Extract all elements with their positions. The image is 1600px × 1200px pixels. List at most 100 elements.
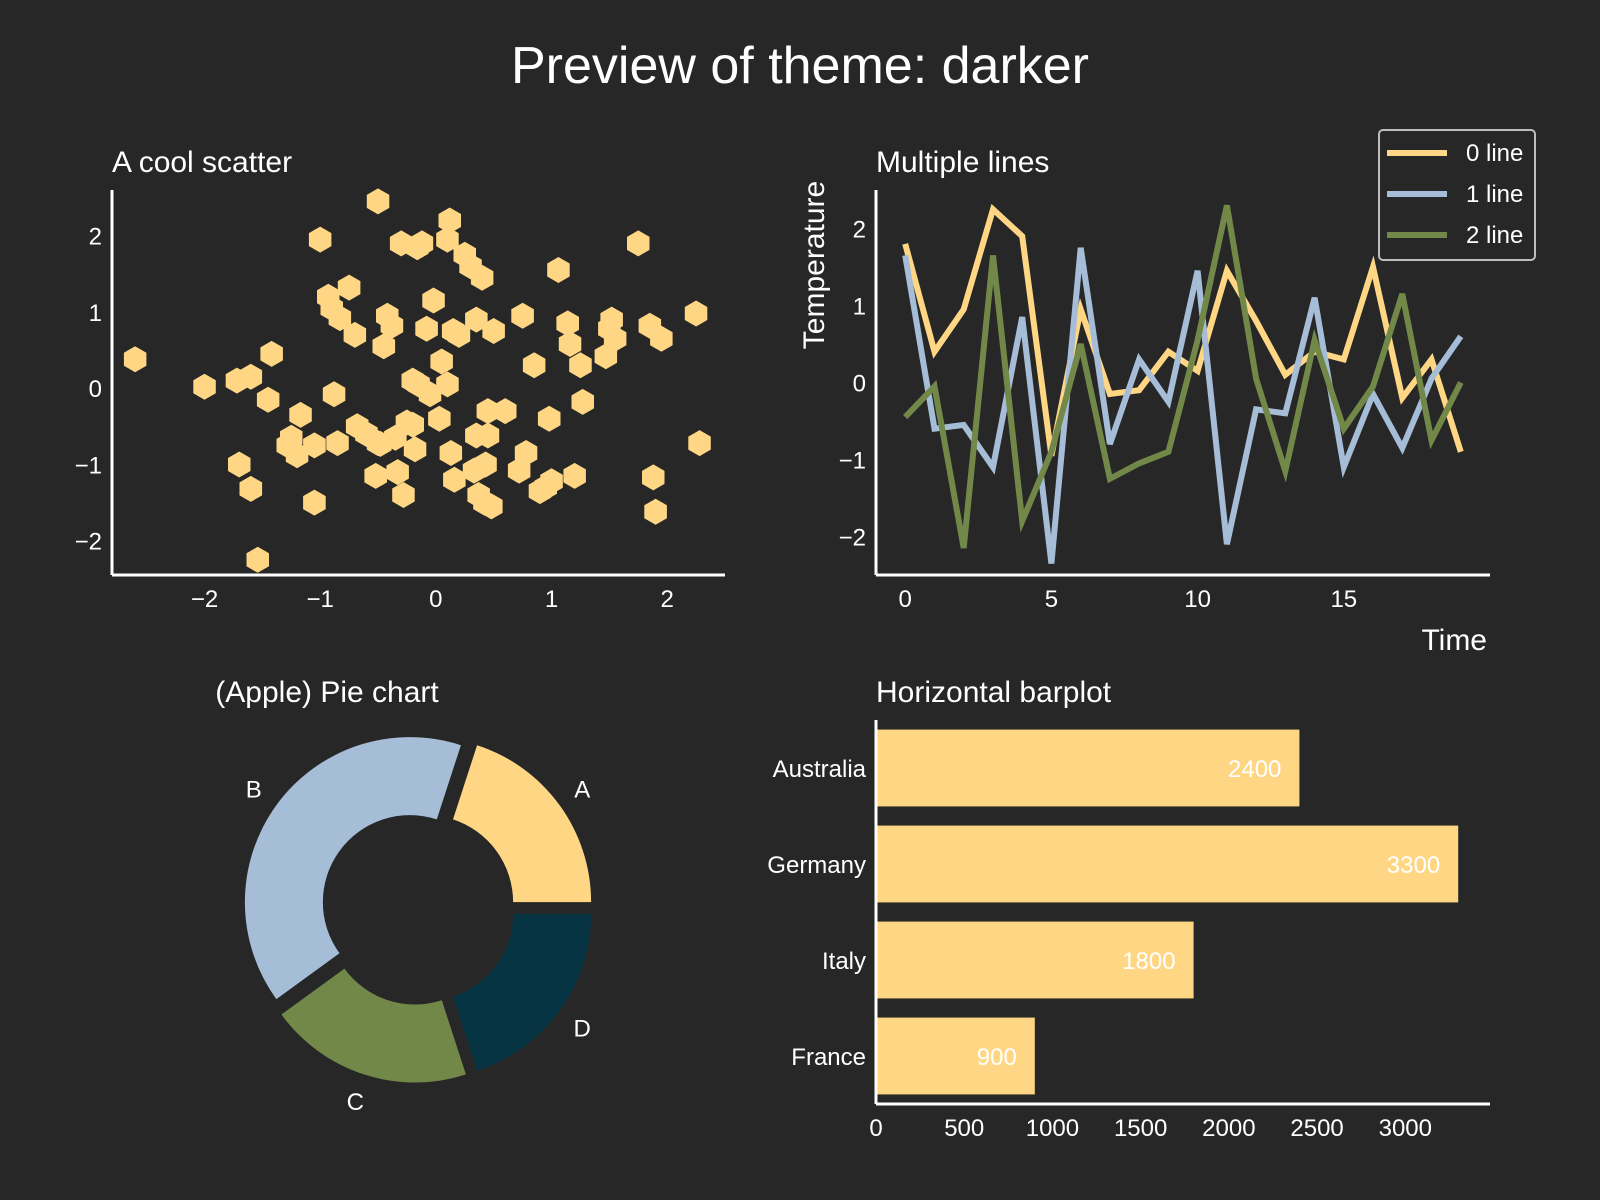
bar	[877, 921, 1194, 999]
legend-label-1: 1 line	[1466, 181, 1523, 208]
bar-value-label: 1800	[1122, 948, 1175, 975]
barh-category-label: Italy	[822, 948, 866, 975]
pie-title: (Apple) Pie chart	[215, 676, 439, 709]
scatter-point	[603, 325, 627, 352]
scatter-point	[540, 468, 563, 495]
series-line-2	[903, 204, 1464, 549]
barh-x-tick-label: 2500	[1290, 1115, 1343, 1142]
scatter-point	[289, 401, 312, 428]
scatter-point	[558, 331, 582, 357]
scatter-point	[276, 432, 300, 459]
scatter-point	[644, 498, 667, 525]
scatter-point	[337, 274, 361, 301]
scatter-point	[380, 312, 404, 339]
scatter-point	[418, 381, 442, 408]
barh-x-tick-label: 500	[944, 1115, 984, 1142]
scatter-point	[256, 386, 280, 413]
scatter-point	[600, 306, 623, 333]
scatter-point	[386, 459, 409, 486]
line-ylabel: Temperature	[798, 181, 831, 349]
scatter-point	[303, 432, 326, 459]
scatter-point	[514, 440, 538, 466]
line-y-tick-label: 0	[853, 371, 866, 398]
scatter-point	[443, 466, 466, 493]
line-title: Multiple lines	[876, 146, 1049, 179]
bar-value-label: 900	[977, 1044, 1017, 1071]
scatter-point	[537, 405, 561, 432]
scatter-point	[476, 398, 500, 425]
scatter-point	[239, 363, 263, 390]
barh-title: Horizontal barplot	[876, 676, 1112, 709]
scatter-point	[547, 257, 570, 283]
scatter-point	[246, 546, 269, 573]
barh-x-tick-label: 1500	[1114, 1115, 1167, 1142]
scatter-y-tick-label: −2	[75, 529, 102, 556]
scatter-point	[123, 346, 147, 373]
line-x-tick-label: 0	[899, 586, 912, 613]
scatter-point	[228, 451, 251, 478]
figure-title: Preview of theme: darker	[511, 37, 1089, 95]
line-xlabel: Time	[1421, 624, 1487, 657]
pie-label: D	[574, 1015, 591, 1042]
barh-x-tick-label: 0	[869, 1115, 882, 1142]
scatter-point	[594, 343, 618, 370]
scatter-point	[260, 340, 283, 367]
scatter-y-tick-label: 1	[89, 300, 102, 327]
pie-slice-c	[281, 968, 466, 1083]
scatter-point	[439, 440, 463, 466]
scatter-point	[415, 315, 438, 342]
scatter-point	[438, 207, 461, 234]
barh-category-label: France	[791, 1044, 866, 1071]
scatter-point	[470, 264, 494, 291]
scatter-point	[436, 371, 459, 398]
scatter-point	[688, 430, 711, 457]
series-line-1	[902, 247, 1464, 564]
scatter-point	[364, 462, 387, 489]
scatter-point	[422, 287, 445, 314]
series-line-0	[902, 203, 1464, 457]
scatter-point	[366, 188, 390, 215]
scatter-title: A cool scatter	[112, 146, 292, 179]
scatter-point	[650, 325, 673, 352]
legend-label-0: 0 line	[1466, 140, 1523, 167]
line-y-tick-label: 1	[853, 294, 866, 321]
barh-panel: Horizontal barplot 0 500 1000 1500 2000 2500 3…	[767, 676, 1490, 1142]
scatter-point	[366, 430, 390, 457]
scatter-point	[239, 475, 263, 502]
scatter-x-tick-label: 2	[660, 586, 673, 613]
scatter-point	[430, 348, 453, 375]
line-x-tick-label: 10	[1184, 586, 1211, 613]
line-panel: Multiple lines Time Temperature 0 line 1…	[798, 129, 1536, 657]
scatter-point	[476, 422, 500, 449]
pie-panel: (Apple) Pie chart A B C D	[215, 676, 592, 1116]
pie-slice-b	[244, 737, 461, 1000]
scatter-point	[436, 226, 459, 253]
scatter-panel: A cool scatter −2 −1 0 1 2 −2 −1 0 1 2	[75, 146, 725, 613]
scatter-point	[343, 321, 367, 348]
scatter-y-tick-label: 0	[89, 376, 102, 403]
scatter-point	[563, 462, 586, 489]
barh-category-label: Germany	[767, 852, 866, 879]
pie-label: A	[574, 777, 590, 804]
scatter-point	[480, 493, 503, 520]
scatter-y-tick-label: −1	[75, 452, 102, 479]
bar	[877, 729, 1300, 807]
bar	[877, 1017, 1035, 1095]
barh-x-tick-label: 1000	[1026, 1115, 1079, 1142]
scatter-point	[556, 310, 579, 337]
scatter-point	[322, 381, 346, 408]
scatter-point	[326, 430, 349, 457]
scatter-point	[569, 352, 592, 379]
scatter-point	[684, 300, 708, 327]
scatter-point	[522, 352, 546, 379]
scatter-point	[474, 451, 497, 478]
scatter-point	[428, 405, 451, 432]
scatter-point	[465, 306, 488, 333]
scatter-point	[401, 411, 424, 438]
line-x-tick-label: 5	[1045, 586, 1058, 613]
barh-x-tick-label: 3000	[1379, 1115, 1432, 1142]
pie-label: C	[347, 1089, 364, 1116]
scatter-point	[303, 489, 326, 516]
scatter-x-tick-label: −2	[191, 586, 218, 613]
